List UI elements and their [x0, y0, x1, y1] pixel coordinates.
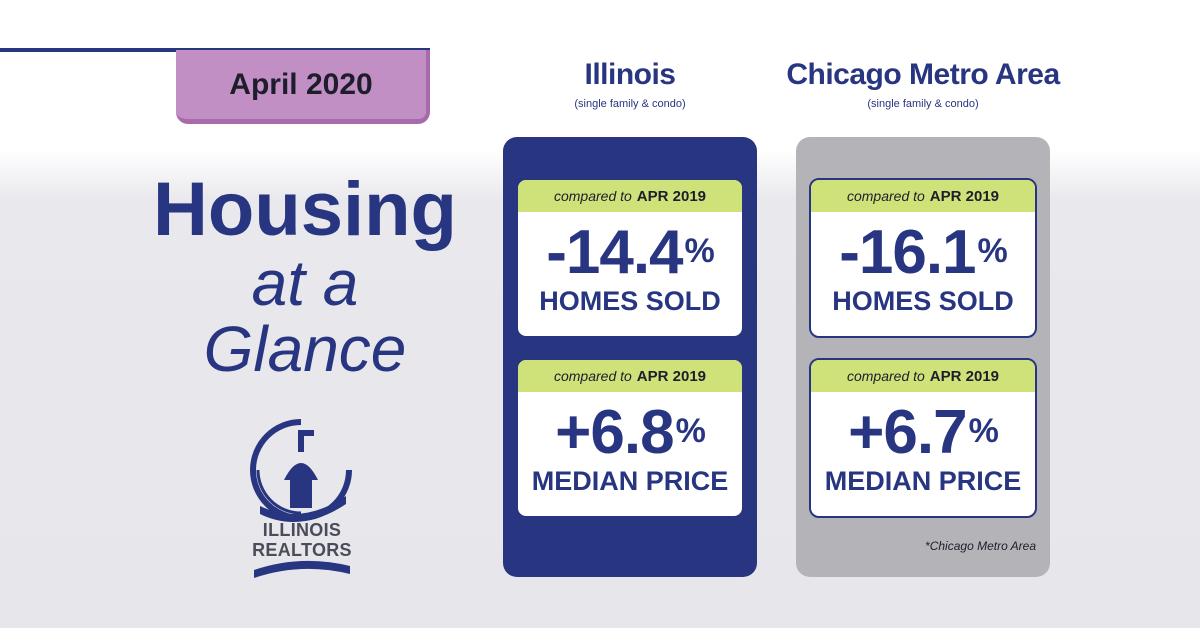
- chicago-title-block: Chicago Metro Area (single family & cond…: [770, 58, 1076, 110]
- comparison-prefix: compared to: [553, 188, 632, 204]
- comparison-period: APR 2019: [929, 187, 1000, 205]
- headline-line2: at a: [251, 247, 359, 319]
- stat-unit: %: [675, 412, 706, 450]
- stat-unit: %: [968, 412, 999, 450]
- illinois-median-price-card: compared to APR 2019 +6.8% MEDIAN PRICE: [516, 358, 744, 518]
- comparison-banner: compared to APR 2019: [518, 360, 742, 392]
- stat-unit: %: [684, 232, 715, 270]
- chicago-subtitle: (single family & condo): [867, 98, 979, 110]
- footnote: *Chicago Metro Area: [925, 539, 1036, 553]
- stat-number: -14.4: [546, 218, 683, 287]
- comparison-period: APR 2019: [636, 187, 707, 205]
- comparison-prefix: compared to: [846, 368, 925, 384]
- headline-line3: Glance: [203, 313, 407, 385]
- logo-text: ILLINOIS REALTORS: [250, 520, 354, 560]
- month-label: April 2020: [229, 67, 373, 101]
- logo-line2: REALTORS: [252, 540, 352, 560]
- stat-number: +6.7: [848, 398, 967, 467]
- chicago-panel: compared to APR 2019 -16.1% HOMES SOLD c…: [796, 137, 1050, 577]
- capitol-dome-icon: [250, 419, 352, 578]
- headline-line1: Housing: [153, 167, 457, 252]
- comparison-period: APR 2019: [929, 367, 1000, 385]
- stat-metric: MEDIAN PRICE: [824, 466, 1022, 496]
- comparison-banner: compared to APR 2019: [811, 180, 1035, 212]
- headline: Housing at a Glance: [110, 167, 500, 385]
- illinois-panel: compared to APR 2019 -14.4% HOMES SOLD c…: [503, 137, 757, 577]
- stat-value: +6.7%: [811, 400, 1035, 466]
- stat-value: +6.8%: [518, 400, 742, 466]
- logo-line1: ILLINOIS: [262, 520, 342, 540]
- comparison-prefix: compared to: [553, 368, 632, 384]
- illinois-title: Illinois: [584, 58, 676, 91]
- stat-number: +6.8: [555, 398, 674, 467]
- month-tab: April 2020: [176, 50, 430, 124]
- stat-unit: %: [977, 232, 1008, 270]
- comparison-banner: compared to APR 2019: [811, 360, 1035, 392]
- illinois-subtitle: (single family & condo): [574, 98, 686, 110]
- chicago-median-price-card: compared to APR 2019 +6.7% MEDIAN PRICE: [809, 358, 1037, 518]
- chicago-homes-sold-card: compared to APR 2019 -16.1% HOMES SOLD: [809, 178, 1037, 338]
- illinois-homes-sold-card: compared to APR 2019 -14.4% HOMES SOLD: [516, 178, 744, 338]
- stat-number: -16.1: [839, 218, 976, 287]
- stat-metric: HOMES SOLD: [832, 286, 1014, 316]
- stat-value: -16.1%: [811, 220, 1035, 286]
- comparison-prefix: compared to: [846, 188, 925, 204]
- chicago-title: Chicago Metro Area: [786, 58, 1060, 91]
- stat-metric: HOMES SOLD: [539, 286, 721, 316]
- comparison-banner: compared to APR 2019: [518, 180, 742, 212]
- stat-value: -14.4%: [518, 220, 742, 286]
- illinois-title-block: Illinois (single family & condo): [503, 58, 757, 110]
- comparison-period: APR 2019: [636, 367, 707, 385]
- stat-metric: MEDIAN PRICE: [531, 466, 729, 496]
